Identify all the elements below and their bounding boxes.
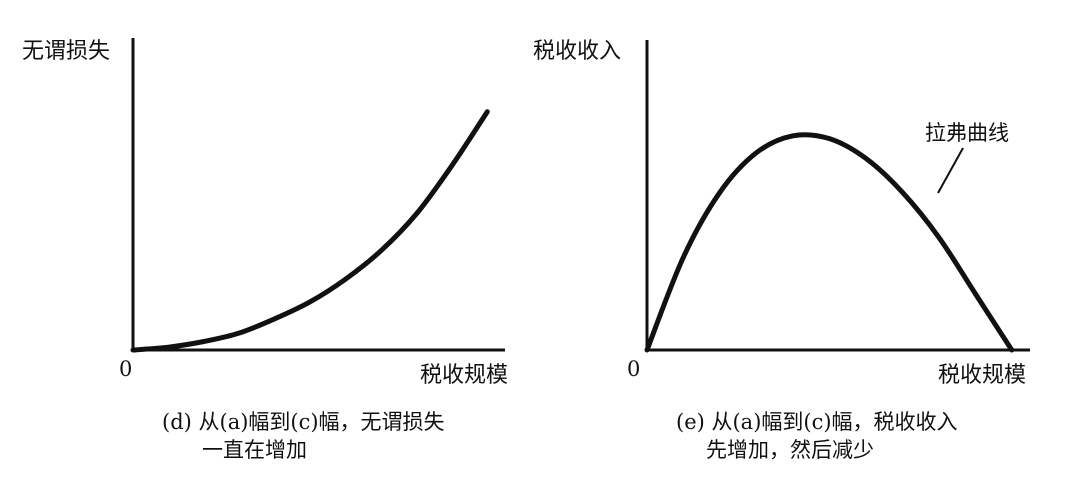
chart-panel-e: 税收收入 税收规模 0 拉弗曲线: [533, 39, 1030, 388]
y-axis-title-d: 无谓损失: [22, 39, 110, 64]
chart-panel-d: 无谓损失 税收规模 0: [22, 38, 508, 388]
x-axis-title-e: 税收规模: [938, 363, 1026, 388]
y-axis-title-e: 税收收入: [533, 39, 621, 64]
caption-e: (e) 从(a)幅到(c)幅，税收收入 先增加，然后减少: [676, 408, 958, 464]
origin-label-d: 0: [119, 357, 132, 381]
laffer-curve: [644, 132, 1015, 353]
caption-d-line-1: (d) 从(a)幅到(c)幅，无谓损失: [162, 410, 445, 434]
deadweight-loss-curve: [130, 109, 490, 353]
caption-e-line-1: (e) 从(a)幅到(c)幅，税收收入: [676, 410, 958, 434]
caption-d-line-2: 一直在增加: [202, 438, 307, 462]
caption-e-line-2: 先增加，然后减少: [706, 438, 874, 462]
caption-d: (d) 从(a)幅到(c)幅，无谓损失 一直在增加: [162, 408, 445, 464]
x-axis-title-d: 税收规模: [420, 363, 508, 388]
origin-label-e: 0: [627, 357, 640, 381]
laffer-curve-leader-line: [937, 147, 964, 194]
laffer-curve-label: 拉弗曲线: [925, 121, 1009, 145]
